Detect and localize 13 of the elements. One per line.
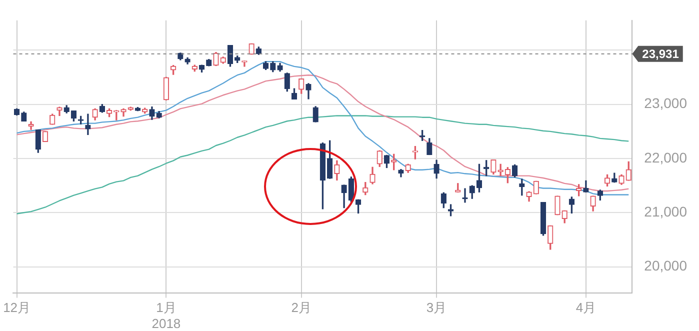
x-tick-label: 12月 bbox=[3, 300, 31, 316]
y-tick-label: 22,000 bbox=[644, 149, 688, 166]
x-tick-label: 3月 bbox=[426, 300, 447, 316]
y-tick-label: 20,000 bbox=[644, 258, 688, 274]
x-tick-label: 1月 2018 bbox=[152, 300, 181, 331]
y-tick-label: 23,000 bbox=[644, 95, 688, 112]
candlestick bbox=[242, 60, 248, 67]
candlestick bbox=[85, 114, 91, 135]
ref-line-label: 23,931 bbox=[642, 47, 680, 62]
candlestick bbox=[498, 164, 504, 176]
x-tick-label: 2月 bbox=[291, 300, 312, 316]
y-tick-label: 21,000 bbox=[644, 204, 688, 220]
x-tick-label: 4月 bbox=[576, 300, 596, 316]
